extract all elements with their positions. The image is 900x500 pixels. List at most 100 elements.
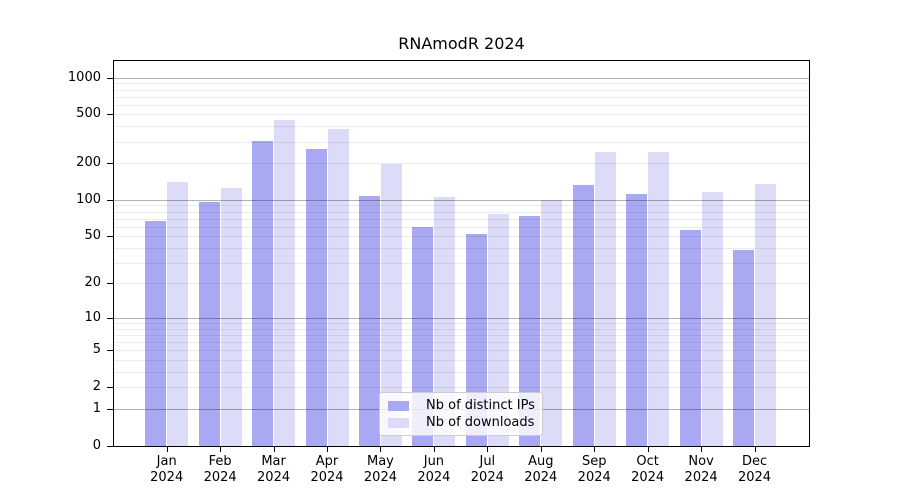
minor-gridline <box>114 236 809 238</box>
major-gridline <box>114 317 809 319</box>
legend-label-distinct-ips: Nb of distinct IPs <box>426 398 535 413</box>
x-tick-year: 2024 <box>257 470 291 485</box>
minor-gridline <box>114 141 809 143</box>
y-tick-label: 2 <box>92 379 101 394</box>
minor-gridline <box>114 163 809 165</box>
legend-label-downloads: Nb of downloads <box>426 415 535 430</box>
minor-gridline <box>114 359 809 361</box>
plot-area: Nb of distinct IPs Nb of downloads <box>113 60 810 447</box>
y-tick-mark <box>107 408 113 410</box>
y-tick-label: 500 <box>76 106 101 122</box>
bar-distinct-ips-may <box>358 196 380 446</box>
x-tick-mark <box>327 447 329 452</box>
minor-gridline <box>114 211 809 213</box>
bar-downloads-jan <box>167 181 189 446</box>
minor-gridline <box>114 371 809 373</box>
bar-distinct-ips-aug <box>519 216 541 446</box>
bar-downloads-nov <box>701 191 723 446</box>
minor-gridline <box>114 96 809 98</box>
x-tick-month: Jul <box>479 454 496 469</box>
y-tick-mark <box>107 445 113 447</box>
x-tick-label-nov: Nov 2024 <box>673 454 729 486</box>
minor-gridline <box>114 114 809 116</box>
x-tick-mark <box>540 447 542 452</box>
x-tick-year: 2024 <box>577 470 611 485</box>
minor-gridline <box>114 350 809 352</box>
bar-downloads-sep <box>594 152 616 446</box>
x-tick-label-jan: Jan 2024 <box>139 454 195 486</box>
bar-distinct-ips-feb <box>198 202 220 446</box>
minor-gridline <box>114 322 809 324</box>
major-gridline <box>114 199 809 201</box>
bar-distinct-ips-nov <box>679 230 701 446</box>
x-tick-month: Jan <box>156 454 177 469</box>
bar-downloads-apr <box>327 129 349 446</box>
x-tick-label-feb: Feb 2024 <box>192 454 248 486</box>
x-tick-month: Feb <box>208 454 232 469</box>
bar-distinct-ips-apr <box>305 149 327 446</box>
x-tick-year: 2024 <box>310 470 344 485</box>
y-tick-mark <box>107 283 113 285</box>
minor-gridline <box>114 126 809 128</box>
x-tick-label-dec: Dec 2024 <box>727 454 783 486</box>
y-tick-mark <box>107 236 113 238</box>
x-tick-mark <box>380 447 382 452</box>
y-tick-label: 0 <box>92 437 101 453</box>
minor-gridline <box>114 83 809 85</box>
bar-downloads-jun <box>434 196 456 446</box>
legend: Nb of distinct IPs Nb of downloads <box>379 392 543 436</box>
minor-gridline <box>114 387 809 388</box>
x-tick-year: 2024 <box>363 470 397 485</box>
bar-distinct-ips-jan <box>145 220 167 446</box>
x-tick-mark <box>701 447 703 452</box>
y-tick-mark <box>107 114 113 116</box>
y-tick-mark <box>107 350 113 352</box>
x-tick-year: 2024 <box>470 470 504 485</box>
bar-distinct-ips-mar <box>252 140 274 446</box>
x-tick-mark <box>647 447 649 452</box>
minor-gridline <box>114 205 809 207</box>
bar-downloads-feb <box>220 187 242 446</box>
x-tick-year: 2024 <box>684 470 718 485</box>
x-tick-month: Jun <box>423 454 445 469</box>
bar-distinct-ips-dec <box>733 250 755 446</box>
x-tick-month: Mar <box>261 454 286 469</box>
x-tick-label-mar: Mar 2024 <box>246 454 302 486</box>
x-tick-year: 2024 <box>417 470 451 485</box>
x-tick-month: Aug <box>528 454 554 469</box>
x-tick-month: May <box>367 454 394 469</box>
x-tick-year: 2024 <box>631 470 665 485</box>
y-tick-label: 200 <box>76 155 101 171</box>
x-tick-label-oct: Oct 2024 <box>620 454 676 486</box>
bar-downloads-oct <box>648 152 670 446</box>
bar-distinct-ips-oct <box>626 193 648 446</box>
minor-gridline <box>114 262 809 264</box>
minor-gridline <box>114 328 809 330</box>
bar-downloads-jul <box>487 213 509 446</box>
legend-swatch-distinct-ips <box>388 401 409 411</box>
x-tick-mark <box>220 447 222 452</box>
y-tick-label: 10 <box>84 309 101 325</box>
bar-downloads-mar <box>274 120 296 446</box>
minor-gridline <box>114 283 809 285</box>
y-tick-mark <box>107 199 113 201</box>
x-tick-month: Oct <box>636 454 659 469</box>
minor-gridline <box>114 218 809 220</box>
x-tick-year: 2024 <box>150 470 184 485</box>
x-tick-mark <box>594 447 596 452</box>
y-tick-label: 5 <box>92 342 101 358</box>
y-tick-mark <box>107 77 113 79</box>
x-tick-mark <box>273 447 275 452</box>
x-tick-label-jul: Jul 2024 <box>459 454 515 486</box>
x-tick-mark <box>754 447 756 452</box>
x-tick-label-apr: Apr 2024 <box>299 454 355 486</box>
y-tick-mark <box>107 163 113 165</box>
x-tick-month: Sep <box>581 454 607 469</box>
legend-item-downloads: Nb of downloads <box>385 415 536 431</box>
y-tick-mark <box>107 317 113 319</box>
x-tick-mark <box>433 447 435 452</box>
bar-distinct-ips-jun <box>412 227 434 446</box>
x-tick-label-may: May 2024 <box>352 454 408 486</box>
x-tick-year: 2024 <box>737 470 772 485</box>
